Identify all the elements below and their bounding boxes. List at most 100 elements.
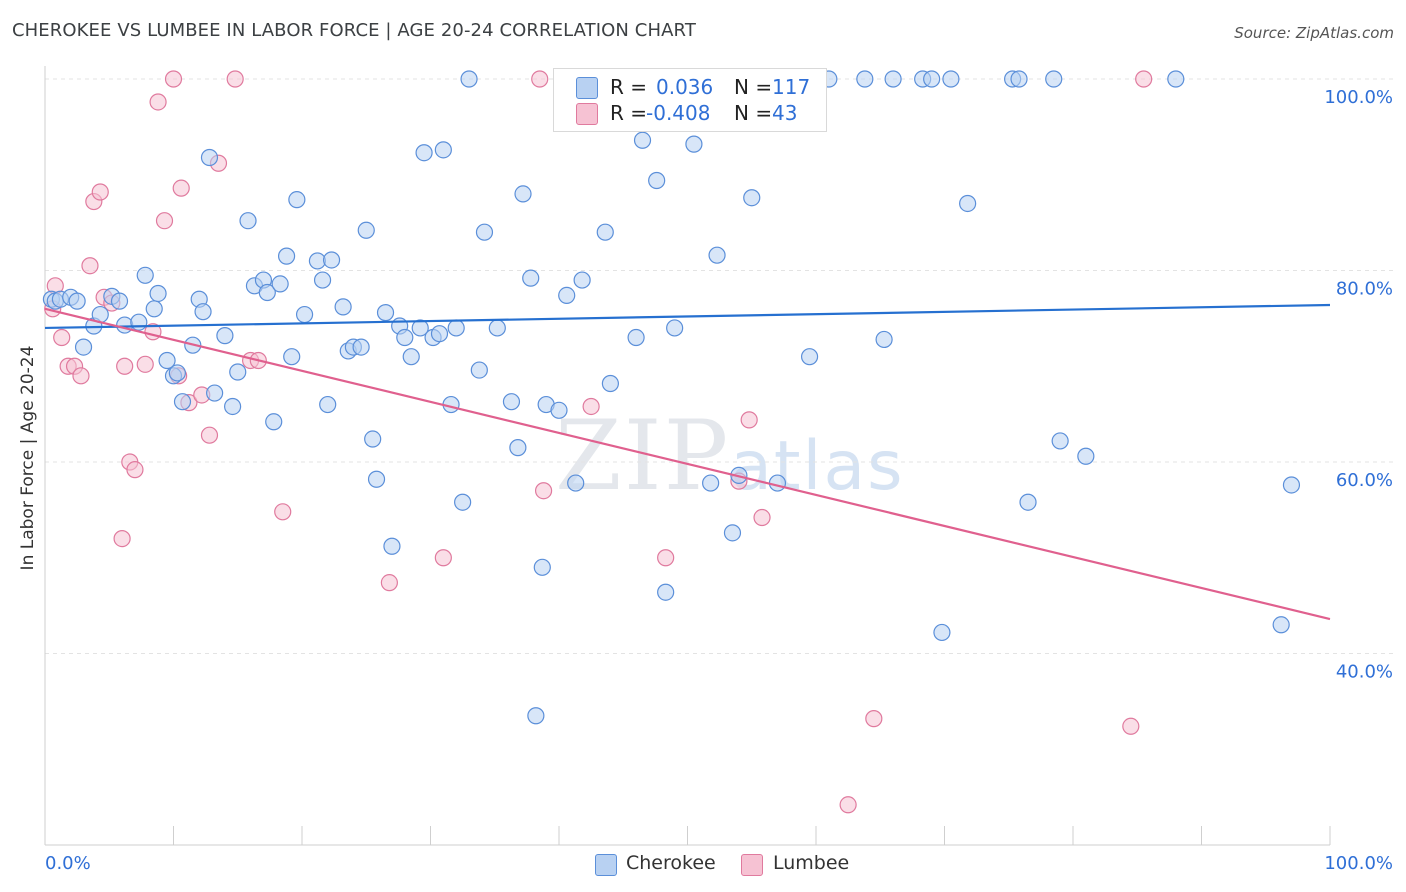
cherokee-point [558, 286, 576, 304]
lumbee-point [839, 796, 857, 814]
legend-n-value: 117 [772, 75, 811, 99]
cherokee-point [1077, 447, 1095, 465]
cherokee-point [601, 374, 620, 393]
cherokee-point [475, 223, 494, 241]
x-tick-label: 100.0% [1324, 853, 1393, 874]
legend-n-label: N = [734, 101, 773, 125]
cherokee-point [136, 266, 154, 284]
cherokee-point [1272, 616, 1290, 634]
cherokee-point [149, 284, 167, 303]
y-tick-label: 80.0% [1336, 279, 1393, 300]
cherokee-point [200, 148, 219, 167]
legend-n-label: N = [734, 75, 773, 99]
cherokee-legend-label: Cherokee [626, 852, 716, 874]
cherokee-point [460, 70, 478, 88]
cherokee-point [702, 474, 720, 492]
lumbee-point [164, 70, 183, 88]
lumbee-point [753, 508, 771, 527]
cherokee-swatch [576, 77, 598, 99]
chart-title: CHEROKEE VS LUMBEE IN LABOR FORCE | AGE … [12, 20, 696, 41]
cherokee-point [573, 271, 591, 289]
cherokee-point [206, 384, 224, 402]
cherokee-point [367, 470, 386, 488]
cherokee-point [454, 493, 472, 511]
cherokee-point [768, 474, 787, 492]
correlation-legend: R = 0.036 N = 117 R = -0.408 N = 43 [553, 68, 827, 132]
cherokee-point [288, 191, 306, 209]
lumbee-trend-line [44, 307, 1331, 621]
lumbee-point [200, 426, 219, 444]
cherokee-point [550, 401, 568, 419]
cherokee-point [352, 338, 370, 356]
cherokee-point [68, 292, 86, 310]
cherokee-point [277, 247, 296, 265]
cherokee-point [271, 275, 289, 293]
y-tick-label: 60.0% [1336, 470, 1393, 491]
cherokee-point [527, 707, 545, 725]
cherokee-point [74, 338, 93, 356]
y-tick-label: 40.0% [1336, 662, 1393, 683]
cherokee-point [383, 537, 401, 555]
cherokee-point [295, 305, 314, 324]
cherokee-point [522, 269, 540, 287]
lumbee-point [582, 397, 600, 416]
cherokee-point [322, 251, 341, 269]
legend-n-value: 43 [772, 101, 798, 125]
cherokee-point [923, 70, 941, 88]
cherokee-point [685, 135, 703, 153]
lumbee-point [531, 70, 549, 88]
cherokee-point [648, 171, 666, 190]
cherokee-point [1019, 493, 1037, 511]
lumbee-point [380, 574, 398, 592]
cherokee-point [470, 361, 488, 379]
cherokee-point [158, 351, 176, 370]
cherokee-point [1051, 432, 1069, 450]
cherokee-point [110, 292, 129, 310]
cherokee-point [434, 141, 452, 159]
cherokee-point [567, 474, 585, 492]
cherokee-point [488, 319, 506, 337]
cherokee-point [116, 316, 134, 334]
cherokee-point [627, 328, 645, 347]
cherokee-point [633, 131, 652, 149]
cherokee-point [514, 185, 532, 203]
y-tick-label: 100.0% [1324, 87, 1393, 108]
cherokee-point [313, 271, 332, 289]
source-label: Source: ZipAtlas.com [1234, 24, 1394, 42]
cherokee-point [430, 325, 449, 343]
cherokee-point [933, 623, 951, 642]
cherokee-point [657, 583, 675, 601]
cherokee-point [708, 246, 726, 264]
lumbee-point [81, 257, 99, 275]
lumbee-point [226, 70, 244, 88]
lumbee-legend-label: Lumbee [773, 852, 850, 874]
lumbee-legend-swatch [741, 854, 763, 876]
cherokee-legend-swatch [595, 854, 617, 876]
cherokee-point [364, 430, 382, 448]
cherokee-point [411, 319, 429, 337]
lumbee-point [434, 549, 452, 567]
lumbee-point [136, 355, 154, 373]
cherokee-point [502, 393, 521, 411]
lumbee-point [740, 411, 758, 429]
lumbee-point [53, 328, 71, 347]
lumbee-point [91, 183, 109, 201]
legend-r-value: 0.036 [656, 75, 714, 99]
legend-r-label: R = [610, 101, 648, 125]
cherokee-point [357, 221, 375, 239]
cherokee-point [1282, 476, 1301, 494]
cherokee-point [666, 319, 684, 337]
cherokee-point [258, 283, 276, 302]
cherokee-point [1045, 70, 1063, 88]
lumbee-point [172, 179, 190, 197]
cherokee-point [239, 212, 257, 230]
cherokee-point [1167, 70, 1185, 88]
cherokee-point [596, 223, 614, 241]
cherokee-point [942, 70, 960, 88]
legend-r-label: R = [610, 75, 648, 99]
cherokee-point [509, 439, 527, 457]
lumbee-point [116, 357, 134, 375]
lumbee-point [149, 93, 167, 111]
cherokee-point [224, 397, 242, 416]
